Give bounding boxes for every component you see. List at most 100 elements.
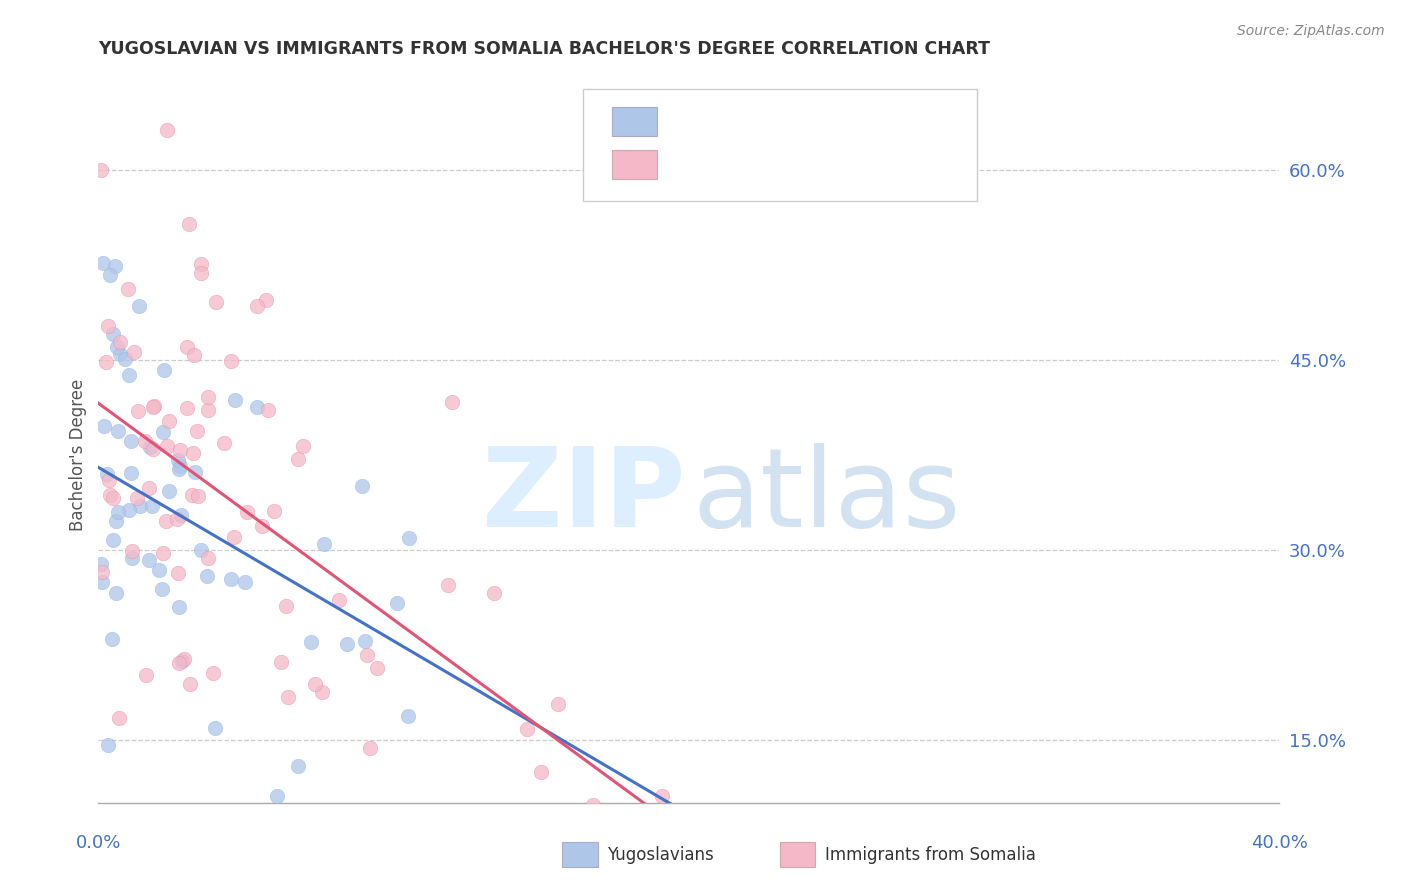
Point bbox=[183, 465, 205, 479]
Point bbox=[166, 566, 188, 581]
Point bbox=[311, 685, 333, 699]
Point bbox=[277, 690, 299, 704]
Point bbox=[530, 764, 553, 779]
Point bbox=[152, 546, 174, 560]
Point bbox=[169, 442, 191, 457]
Point bbox=[190, 542, 212, 557]
Point bbox=[105, 340, 128, 354]
Point bbox=[90, 162, 112, 177]
Point bbox=[396, 708, 419, 723]
Point bbox=[287, 831, 309, 846]
Point bbox=[190, 257, 212, 271]
Point bbox=[91, 256, 114, 270]
Point bbox=[107, 504, 129, 518]
Point bbox=[437, 577, 460, 591]
Point bbox=[120, 467, 142, 481]
Point bbox=[101, 491, 124, 505]
Point bbox=[169, 458, 191, 473]
Point bbox=[107, 424, 129, 438]
Point bbox=[179, 677, 201, 691]
Point bbox=[142, 401, 165, 415]
Point bbox=[128, 299, 150, 313]
Point bbox=[179, 217, 201, 231]
Point bbox=[250, 518, 273, 533]
Point bbox=[292, 439, 315, 453]
Point bbox=[114, 351, 136, 366]
Point bbox=[236, 505, 259, 519]
Point bbox=[138, 552, 160, 566]
Point bbox=[187, 489, 209, 503]
Point bbox=[103, 326, 125, 341]
Point bbox=[93, 822, 115, 837]
Point bbox=[204, 295, 226, 310]
Point bbox=[103, 533, 125, 548]
Point bbox=[100, 632, 122, 647]
Point bbox=[118, 503, 141, 517]
Point bbox=[173, 652, 195, 666]
Point bbox=[166, 512, 188, 526]
Point bbox=[172, 654, 194, 668]
Point bbox=[354, 633, 377, 648]
Point bbox=[98, 473, 121, 487]
Point bbox=[233, 574, 256, 589]
Point bbox=[169, 600, 191, 615]
Point bbox=[156, 439, 179, 453]
Point bbox=[141, 500, 163, 514]
Point bbox=[190, 266, 212, 280]
Point bbox=[117, 282, 139, 296]
Point bbox=[90, 557, 112, 571]
Point bbox=[153, 362, 176, 376]
Point bbox=[105, 514, 128, 528]
Text: 0.0%: 0.0% bbox=[76, 834, 121, 852]
Point bbox=[169, 656, 191, 670]
Point bbox=[582, 798, 605, 813]
Point bbox=[314, 537, 336, 551]
Point bbox=[108, 347, 131, 361]
Point bbox=[516, 722, 538, 736]
Point bbox=[219, 572, 242, 586]
Point bbox=[263, 504, 285, 518]
Point bbox=[138, 482, 160, 496]
Point bbox=[287, 452, 309, 467]
Point bbox=[148, 563, 170, 577]
Point bbox=[98, 268, 121, 282]
Point bbox=[245, 299, 267, 313]
Point bbox=[359, 740, 381, 755]
Point bbox=[96, 355, 118, 369]
Point bbox=[108, 335, 131, 350]
Point bbox=[254, 293, 277, 307]
Point bbox=[157, 414, 180, 428]
Point bbox=[197, 390, 219, 404]
Point bbox=[366, 660, 388, 674]
Point bbox=[108, 711, 131, 725]
Point bbox=[142, 442, 165, 456]
Point bbox=[547, 697, 569, 711]
Point bbox=[127, 403, 149, 417]
Point bbox=[204, 721, 226, 735]
Point bbox=[270, 655, 292, 669]
Point bbox=[152, 425, 174, 439]
Point bbox=[180, 488, 202, 502]
Text: 58: 58 bbox=[832, 112, 855, 130]
Point bbox=[93, 419, 115, 434]
Point bbox=[304, 677, 326, 691]
Point bbox=[134, 434, 156, 448]
Point bbox=[197, 550, 219, 565]
Point bbox=[274, 599, 297, 614]
Text: Yugoslavians: Yugoslavians bbox=[607, 846, 714, 863]
Point bbox=[122, 345, 145, 359]
Point bbox=[143, 399, 166, 413]
Point bbox=[167, 462, 190, 476]
Point bbox=[222, 530, 245, 544]
Point bbox=[336, 637, 359, 651]
Y-axis label: Bachelor's Degree: Bachelor's Degree bbox=[69, 379, 87, 531]
Point bbox=[97, 318, 120, 333]
Point bbox=[90, 574, 112, 589]
Point bbox=[120, 434, 142, 448]
Point bbox=[121, 544, 143, 558]
Point bbox=[105, 586, 128, 600]
Point bbox=[118, 368, 141, 382]
Point bbox=[170, 508, 193, 523]
Point bbox=[299, 634, 322, 648]
Point bbox=[212, 436, 235, 450]
